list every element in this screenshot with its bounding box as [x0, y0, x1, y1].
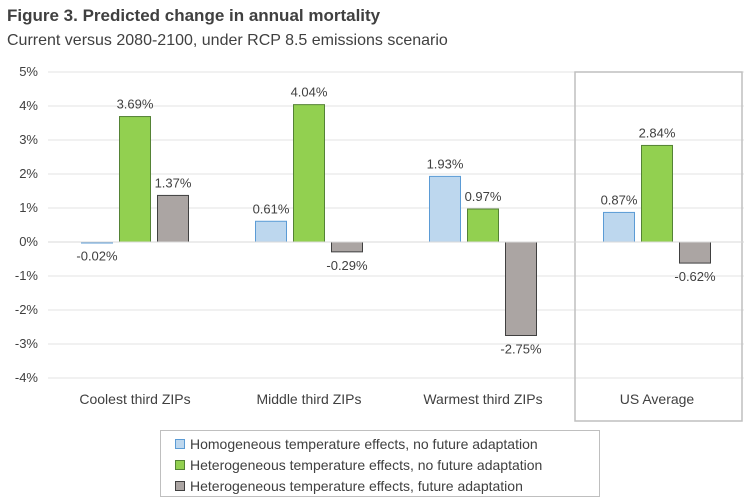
gridlines [48, 71, 744, 379]
bar-middle-third-zips-series-0 [255, 220, 287, 243]
y-tick-label: 3% [19, 132, 38, 147]
data-label-middle-third-zips-series-0: 0.61% [253, 201, 290, 216]
legend-label: Heterogeneous temperature effects, no fu… [190, 456, 543, 473]
legend-item-heterogeneous-adaptation: Heterogeneous temperature effects, futur… [175, 475, 599, 496]
data-label-warmest-third-zips-series-1: 0.97% [465, 189, 502, 204]
bar-us-average-series-1 [641, 144, 673, 243]
bar-coolest-third-zips-series-2 [157, 194, 189, 243]
legend-label: Heterogeneous temperature effects, futur… [190, 477, 523, 494]
y-tick-label: -4% [15, 370, 39, 385]
y-tick-label: -2% [15, 302, 39, 317]
data-label-coolest-third-zips-series-1: 3.69% [117, 97, 154, 112]
data-label-us-average-series-0: 0.87% [601, 192, 638, 207]
category-label-coolest-third-zips: Coolest third ZIPs [79, 391, 190, 407]
data-label-warmest-third-zips-series-2: -2.75% [500, 342, 542, 357]
bar-coolest-third-zips-series-1 [119, 116, 151, 243]
y-tick-label: 1% [19, 200, 38, 215]
data-labels: -0.02% 3.69% 1.37% 0.61% 4.04% -0.29% 1.93% 0.9… [76, 85, 716, 357]
legend: Homogeneous temperature effects, no futu… [160, 430, 600, 497]
data-label-warmest-third-zips-series-0: 1.93% [427, 156, 464, 171]
y-tick-label: -1% [15, 268, 39, 283]
chart-title: Figure 3. Predicted change in annual mor… [7, 6, 381, 25]
x-axis-categories: Coolest third ZIPs Middle third ZIPs Warme… [79, 391, 694, 407]
y-tick-label: 4% [19, 98, 38, 113]
bar-warmest-third-zips-series-2 [505, 241, 537, 336]
legend-item-homogeneous-no-adaptation: Homogeneous temperature effects, no futu… [175, 433, 599, 454]
data-label-middle-third-zips-series-1: 4.04% [291, 85, 328, 100]
data-label-us-average-series-1: 2.84% [639, 125, 676, 140]
bar-us-average-series-2 [679, 241, 711, 264]
data-label-coolest-third-zips-series-2: 1.37% [155, 175, 192, 190]
legend-swatch-blue [175, 438, 185, 449]
bar-warmest-third-zips-series-1 [467, 208, 499, 243]
chart-subtitle: Current versus 2080-2100, under RCP 8.5 … [7, 32, 448, 49]
y-tick-label: 2% [19, 166, 38, 181]
y-tick-label: -3% [15, 336, 39, 351]
category-label-us-average: US Average [620, 391, 695, 407]
data-label-middle-third-zips-series-2: -0.29% [326, 258, 368, 273]
y-axis-ticks: 5% 4% 3% 2% 1% 0% -1% -2% -3% -4% [15, 64, 39, 385]
bar-middle-third-zips-series-1 [293, 104, 325, 243]
data-label-coolest-third-zips-series-0: -0.02% [76, 249, 118, 264]
us-average-highlight-box [574, 71, 743, 422]
legend-item-heterogeneous-no-adaptation: Heterogeneous temperature effects, no fu… [175, 454, 599, 475]
bars [81, 104, 711, 336]
data-label-us-average-series-2: -0.62% [674, 269, 716, 284]
legend-swatch-green [175, 459, 185, 470]
y-tick-label: 5% [19, 64, 38, 79]
bar-us-average-series-0 [603, 211, 635, 243]
bar-warmest-third-zips-series-0 [429, 175, 461, 243]
y-tick-label: 0% [19, 234, 38, 249]
bar-middle-third-zips-series-2 [331, 241, 363, 253]
category-label-middle-third-zips: Middle third ZIPs [256, 391, 361, 407]
legend-swatch-gray [175, 480, 185, 491]
legend-label: Homogeneous temperature effects, no futu… [190, 435, 538, 452]
bar-chart: 5% 4% 3% 2% 1% 0% -1% -2% -3% -4% -0.02% 3.69% 1.37… [15, 64, 744, 422]
category-label-warmest-third-zips: Warmest third ZIPs [423, 391, 542, 407]
